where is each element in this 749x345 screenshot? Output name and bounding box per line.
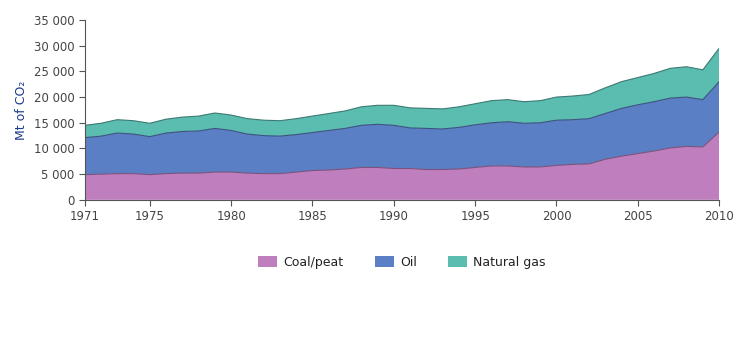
Legend: Coal/peat, Oil, Natural gas: Coal/peat, Oil, Natural gas (253, 251, 551, 274)
Y-axis label: Mt of CO₂: Mt of CO₂ (15, 80, 28, 140)
